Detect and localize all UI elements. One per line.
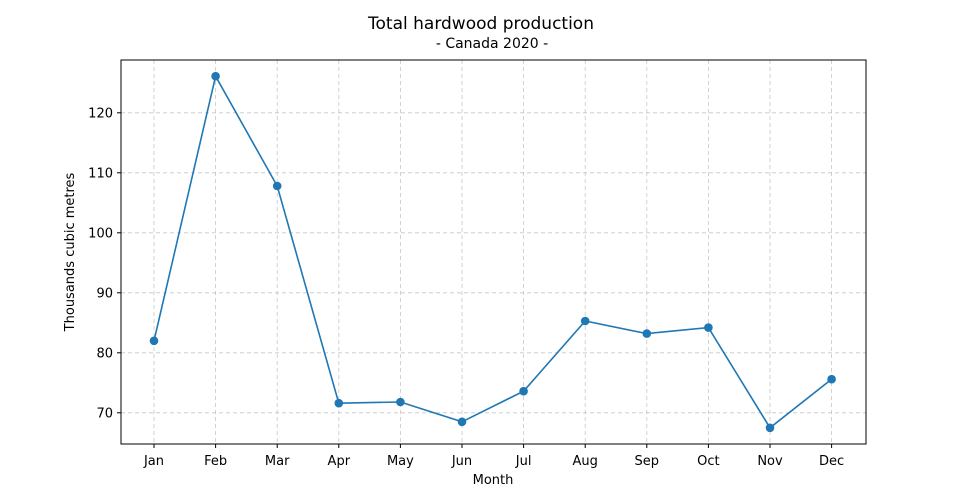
x-tick-label: Sep <box>635 454 660 469</box>
plot-area-frame <box>120 59 867 445</box>
x-tick-label: Nov <box>757 454 783 469</box>
grid <box>121 60 866 444</box>
chart-title: Total hardwood production <box>367 14 594 34</box>
data-point-jun <box>457 417 467 427</box>
x-tick-label: Aug <box>573 454 598 469</box>
y-tick-label: 80 <box>96 346 113 361</box>
x-tick-label: Jul <box>515 454 532 469</box>
x-tick-label: Jun <box>451 454 472 469</box>
x-tick-label: May <box>387 454 414 469</box>
data-point-aug <box>580 316 590 326</box>
data-point-mar <box>272 181 282 191</box>
y-tick-label: 110 <box>88 166 113 181</box>
data-point-dec <box>827 374 836 384</box>
axis-ticks: Jan Feb Mar Apr May Jun Jul Aug Sep Oct Nov Dec 70 80… <box>88 106 844 469</box>
x-tick-label: Jan <box>143 454 164 469</box>
y-axis-label: Thousands cubic metres <box>63 172 78 332</box>
data-point-oct <box>704 323 713 332</box>
y-tick-label: 100 <box>88 226 113 241</box>
data-point-sep <box>642 329 652 338</box>
data-point-nov <box>765 423 775 433</box>
data-point-jul <box>519 386 528 396</box>
series-hardwood-production <box>149 71 836 433</box>
y-tick-label: 70 <box>96 406 113 421</box>
chart-subtitle: - Canada 2020 - <box>436 36 548 52</box>
data-point-apr <box>334 398 344 408</box>
x-tick-label: Dec <box>819 454 844 469</box>
data-point-may <box>396 397 405 407</box>
data-point-jan <box>149 336 159 346</box>
y-tick-label: 90 <box>96 286 113 301</box>
x-tick-label: Feb <box>204 454 227 469</box>
x-tick-label: Mar <box>265 454 290 469</box>
x-tick-label: Apr <box>328 454 351 469</box>
series-line <box>153 74 833 429</box>
x-axis-label: Month <box>473 473 514 488</box>
x-tick-label: Oct <box>697 454 719 469</box>
y-tick-label: 120 <box>88 106 113 121</box>
data-point-feb <box>211 71 220 81</box>
